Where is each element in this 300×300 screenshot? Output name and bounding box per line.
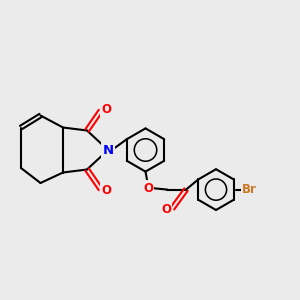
Text: Br: Br	[242, 183, 257, 196]
Text: O: O	[143, 182, 153, 195]
Text: O: O	[161, 203, 171, 216]
Text: N: N	[102, 143, 114, 157]
Text: O: O	[101, 184, 112, 197]
Text: O: O	[101, 103, 112, 116]
